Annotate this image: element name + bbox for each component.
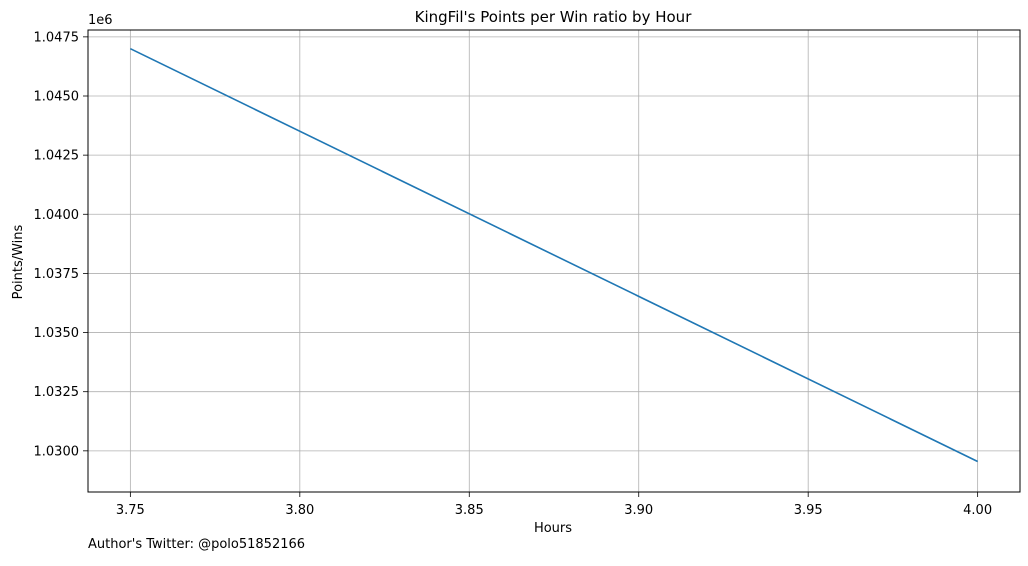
series-layer	[130, 47, 978, 463]
y-axis: 1.0300 1.0325 1.0350 1.0375 1.0400 1.0425 1.04…	[34, 30, 88, 459]
x-axis-label: Hours	[534, 521, 572, 536]
y-tick-label: 1.0375	[34, 267, 80, 282]
x-axis: 3.75 3.80 3.85 3.90 3.95 4.00	[116, 492, 992, 518]
y-tick-label: 1.0325	[34, 385, 80, 400]
x-tick-label: 4.00	[963, 503, 992, 518]
chart-title: KingFil's Points per Win ratio by Hour	[415, 8, 693, 26]
y-axis-offset-label: 1e6	[88, 13, 113, 28]
y-tick-label: 1.0400	[34, 208, 80, 223]
y-tick-label: 1.0425	[34, 149, 80, 164]
x-tick-label: 3.90	[624, 503, 653, 518]
y-tick-label: 1.0475	[34, 30, 80, 45]
y-tick-label: 1.0450	[34, 90, 80, 105]
grid	[88, 30, 1020, 492]
series-line	[130, 47, 978, 463]
x-tick-label: 3.80	[285, 503, 314, 518]
x-tick-label: 3.85	[455, 503, 484, 518]
y-axis-label: Points/Wins	[11, 224, 26, 299]
y-tick-label: 1.0350	[34, 326, 80, 341]
x-tick-label: 3.75	[116, 503, 145, 518]
x-tick-label: 3.95	[794, 503, 823, 518]
author-note: Author's Twitter: @polo51852166	[88, 537, 306, 552]
y-tick-label: 1.0300	[34, 444, 80, 459]
plot-frame	[87, 29, 1021, 493]
